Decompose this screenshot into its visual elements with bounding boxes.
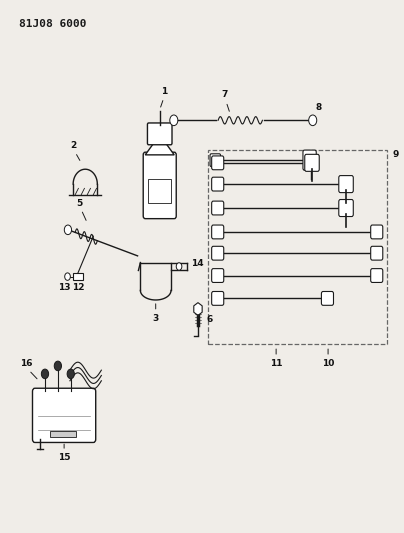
FancyBboxPatch shape [147, 123, 172, 145]
Text: 9: 9 [392, 150, 398, 159]
Text: 15: 15 [58, 453, 70, 462]
Circle shape [176, 263, 182, 270]
Text: 3: 3 [153, 313, 159, 322]
Text: 8: 8 [316, 102, 322, 111]
FancyBboxPatch shape [210, 154, 221, 166]
Circle shape [309, 115, 317, 126]
Circle shape [64, 225, 72, 235]
Circle shape [54, 361, 61, 370]
Text: 6: 6 [207, 315, 213, 324]
Text: 81J08 6000: 81J08 6000 [19, 19, 86, 29]
FancyBboxPatch shape [212, 246, 224, 260]
FancyBboxPatch shape [212, 269, 224, 282]
Text: 11: 11 [270, 359, 282, 368]
FancyBboxPatch shape [212, 177, 224, 191]
Text: 13: 13 [58, 282, 71, 292]
FancyBboxPatch shape [322, 292, 333, 305]
Circle shape [65, 273, 70, 280]
Bar [73, 273, 83, 280]
Text: 7: 7 [221, 90, 227, 99]
Circle shape [67, 369, 74, 378]
Bar [148, 179, 171, 203]
Bar [50, 431, 76, 437]
FancyBboxPatch shape [371, 269, 383, 282]
Text: 14: 14 [191, 260, 204, 268]
Polygon shape [194, 303, 202, 316]
Circle shape [170, 115, 178, 126]
Text: 5: 5 [76, 199, 82, 208]
FancyBboxPatch shape [212, 292, 224, 305]
Text: 2: 2 [70, 141, 76, 150]
Text: 12: 12 [72, 282, 85, 292]
FancyBboxPatch shape [305, 155, 319, 171]
FancyBboxPatch shape [212, 201, 224, 215]
FancyBboxPatch shape [212, 225, 224, 239]
Text: 1: 1 [162, 87, 168, 96]
FancyBboxPatch shape [143, 152, 176, 219]
Text: 16: 16 [20, 359, 32, 368]
Polygon shape [145, 143, 174, 155]
Circle shape [41, 369, 48, 378]
FancyBboxPatch shape [339, 175, 353, 192]
FancyBboxPatch shape [32, 388, 96, 442]
FancyBboxPatch shape [303, 150, 316, 170]
Text: 10: 10 [322, 359, 334, 368]
FancyBboxPatch shape [371, 225, 383, 239]
FancyBboxPatch shape [212, 156, 224, 169]
FancyBboxPatch shape [339, 199, 353, 216]
Bar [208, 150, 387, 344]
FancyBboxPatch shape [371, 246, 383, 260]
